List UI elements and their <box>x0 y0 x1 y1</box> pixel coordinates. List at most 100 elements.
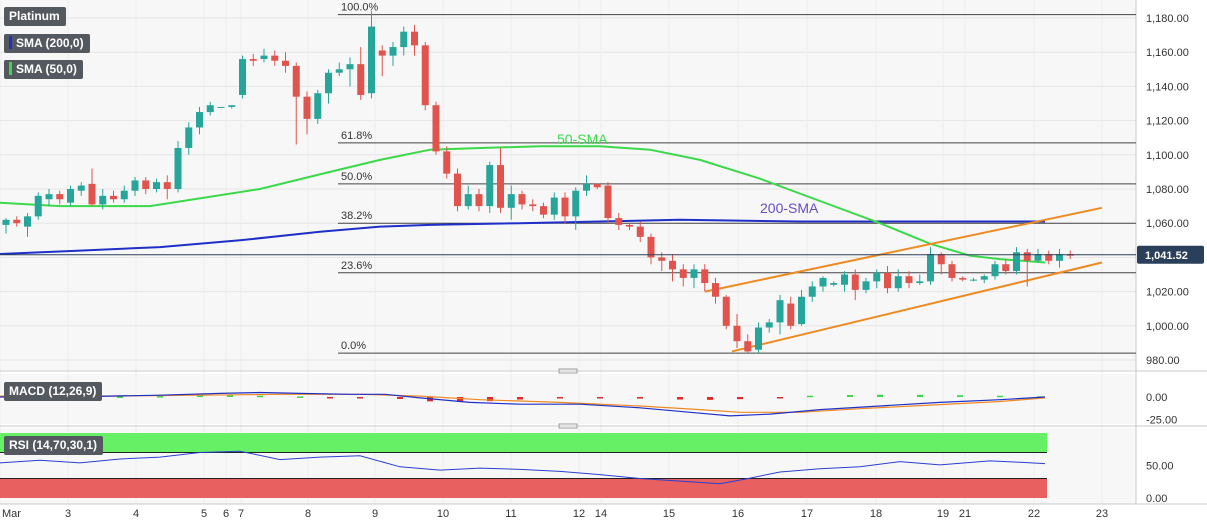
candle-body <box>626 224 633 227</box>
macd-histogram-bar <box>487 397 493 402</box>
x-tick-label: 18 <box>870 508 882 520</box>
candle-body <box>314 93 322 119</box>
candle-body <box>99 195 107 205</box>
candle-body <box>34 195 42 217</box>
price-tick-label: 1,100.00 <box>1146 150 1189 162</box>
candle-body <box>959 277 967 280</box>
x-tick-label: 10 <box>437 508 449 520</box>
price-tick-label: 1,120.00 <box>1146 116 1189 128</box>
candle-body <box>550 197 558 215</box>
candle-body <box>647 236 655 258</box>
x-tick-label: 15 <box>663 508 675 520</box>
x-tick-label: 21 <box>959 508 971 520</box>
candle-body <box>808 286 816 297</box>
candle-body <box>905 276 913 284</box>
sma200-swatch <box>9 36 12 49</box>
price-panel-bg <box>0 0 1136 370</box>
candle-body <box>722 296 730 326</box>
price-tick-label: 1,060.00 <box>1146 218 1189 230</box>
candle-body <box>927 253 934 282</box>
sma200-legend[interactable]: SMA (200,0) <box>4 34 90 53</box>
macd-histogram-bar <box>707 397 713 400</box>
macd-legend[interactable]: MACD (12,26,9) <box>4 382 103 401</box>
macd-tick-label: 0.00 <box>1146 392 1167 404</box>
candle-body <box>239 59 246 95</box>
candle-body <box>1002 264 1010 272</box>
candle-body <box>830 283 838 285</box>
candle-body <box>464 194 472 207</box>
candle-body <box>411 31 418 46</box>
candle-body <box>884 272 891 289</box>
candle-body <box>937 253 945 265</box>
candle-body <box>787 303 795 326</box>
candle-body <box>24 216 31 227</box>
candle-body <box>1045 253 1053 261</box>
candle-body <box>636 226 644 237</box>
x-tick-label: 17 <box>801 508 813 520</box>
macd-line <box>0 391 1046 417</box>
macd-histogram-bar <box>357 397 363 399</box>
candle-body <box>475 194 483 207</box>
fibonacci-label: 50.0% <box>341 171 372 183</box>
candle-body <box>1013 252 1020 272</box>
current-price-tag <box>1137 245 1204 264</box>
instrument-label[interactable]: Platinum <box>4 7 66 26</box>
x-tick-label: 9 <box>372 508 378 520</box>
candle-body <box>615 218 623 225</box>
macd-panel-bg <box>0 374 1136 424</box>
macd-histogram-bar <box>227 395 233 397</box>
candle-body <box>303 96 311 119</box>
candle-body <box>325 72 332 94</box>
rsi-line <box>0 450 1046 485</box>
macd-histogram-bar <box>637 397 643 399</box>
candle-body <box>142 180 150 189</box>
channel-upper-line <box>704 206 1103 293</box>
macd-histogram-bar <box>297 396 303 398</box>
candle-body <box>56 194 64 200</box>
candle-body <box>400 31 408 48</box>
macd-histogram-bar <box>197 395 203 398</box>
candle-body <box>120 190 128 200</box>
candle-body <box>690 269 698 278</box>
candle-body <box>744 341 752 352</box>
candle-body <box>1034 253 1042 261</box>
price-tick-label: 980.00 <box>1146 355 1180 367</box>
candle-body <box>174 147 182 189</box>
rsi-overbought-zone <box>0 433 1047 453</box>
candle-body <box>916 281 924 284</box>
macd-histogram-bar <box>557 397 563 399</box>
macd-signal-line <box>0 393 1046 413</box>
panel-resize-handle <box>558 423 578 429</box>
candle-body <box>153 182 160 189</box>
candle-body <box>45 194 53 200</box>
candle-body <box>1023 252 1031 261</box>
candle-body <box>292 65 300 97</box>
candle-body <box>443 151 451 174</box>
sma50-annotation: 50-SMA <box>557 131 608 147</box>
x-tick-label: 23 <box>1096 508 1108 520</box>
candle-body <box>131 180 139 191</box>
macd-histogram-bar <box>997 395 1003 398</box>
candle-body <box>669 260 676 270</box>
sma50-legend[interactable]: SMA (50,0) <box>4 60 83 79</box>
macd-histogram-bar <box>397 397 403 399</box>
price-tick-label: 1,180.00 <box>1146 13 1189 25</box>
macd-histogram-bar <box>457 397 463 402</box>
fibonacci-label: 23.6% <box>341 260 372 272</box>
rsi-legend[interactable]: RSI (14,70,30,1) <box>4 436 104 455</box>
x-tick-label: 4 <box>133 508 139 520</box>
candle-body <box>765 322 773 328</box>
price-tick-label: 1,160.00 <box>1146 47 1189 59</box>
price-tick-label: 1,020.00 <box>1146 287 1189 299</box>
candle-body <box>282 60 289 66</box>
candle-body <box>389 47 397 56</box>
candle-body <box>679 269 687 278</box>
candle-body <box>540 206 547 215</box>
candle-body <box>271 55 279 61</box>
candle-body <box>432 105 440 152</box>
macd-histogram-bar <box>327 397 333 399</box>
macd-histogram-bar <box>517 397 523 400</box>
macd-tick-label: -25.00 <box>1146 415 1177 427</box>
candle-body <box>862 281 870 290</box>
